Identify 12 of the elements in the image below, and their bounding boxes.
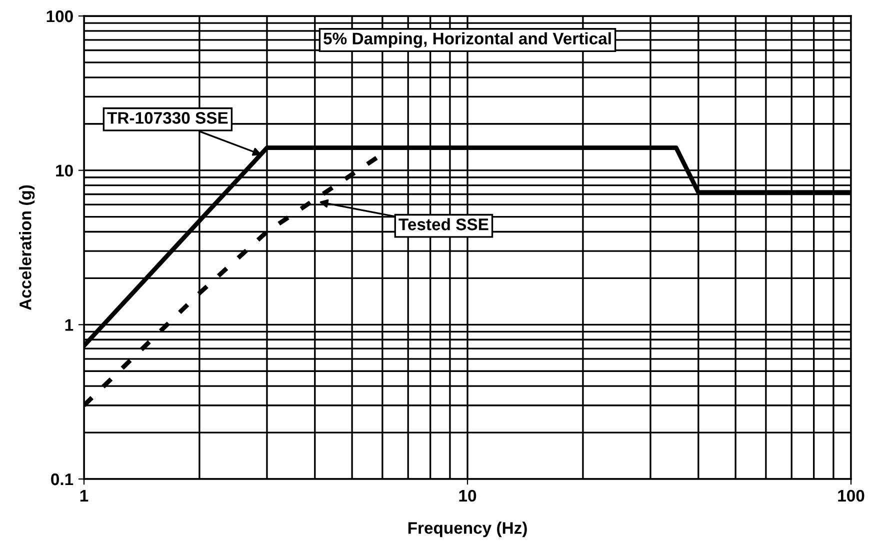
x-axis-title: Frequency (Hz) <box>408 522 527 538</box>
x-tick-label: 10 <box>459 490 476 502</box>
y-tick-label: 100 <box>46 10 73 22</box>
y-axis-title: Acceleration (g) <box>19 185 35 310</box>
text: 5% Damping, Horizontal and Vertical <box>324 32 611 48</box>
text: TR-107330 SSE <box>107 112 228 124</box>
text: Tested SSE <box>398 218 488 230</box>
x-tick-label: 100 <box>838 490 864 502</box>
y-tick-label: 0.1 <box>51 473 74 486</box>
x-tick-label: 1 <box>80 490 88 502</box>
y-tick-label: 1 <box>65 319 74 331</box>
y-tick-label: 10 <box>56 164 73 177</box>
